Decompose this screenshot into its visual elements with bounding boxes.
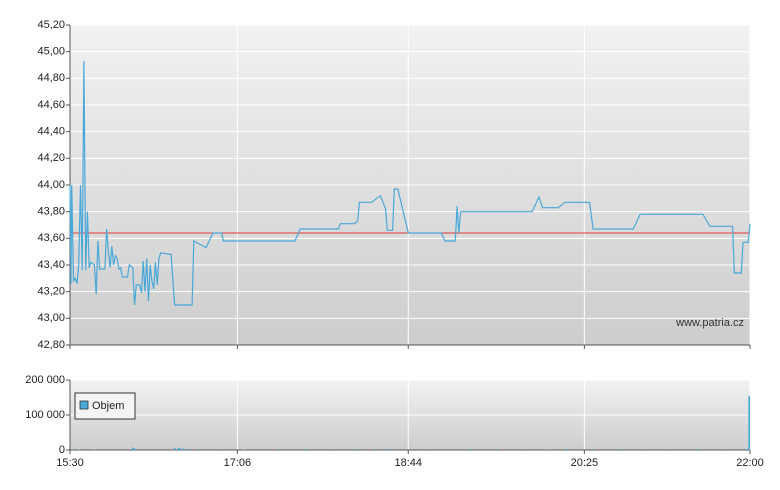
y-tick-label: 44,00 [37,179,65,191]
volume-bar [548,449,551,450]
x-tick-label: 17:06 [224,457,252,469]
y-tick-label: 0 [59,444,65,456]
y-tick-label: 44,60 [37,99,65,111]
volume-bar [386,448,389,450]
volume-bar [93,449,96,451]
volume-bar [182,448,185,450]
volume-bar [278,449,281,450]
volume-bar [723,449,725,450]
y-tick-label: 43,60 [37,232,65,244]
y-tick-label: 45,00 [37,46,65,58]
volume-bar [644,449,647,450]
volume-bar [426,449,429,450]
y-tick-label: 100 000 [25,409,65,421]
y-tick-label: 45,20 [37,19,65,31]
volume-bar [618,449,621,450]
volume-bar [304,449,307,450]
volume-bar [70,449,73,450]
volume-bar [390,449,392,450]
legend-label: Objem [92,400,124,412]
y-tick-label: 43,80 [37,206,65,218]
volume-bar [186,448,188,450]
volume-bar [356,449,359,450]
volume-bar [522,449,525,450]
volume-bar [131,447,134,450]
volume-bar [496,449,498,450]
volume-bar [173,447,176,450]
volume-bar [374,449,376,450]
y-tick-label: 200 000 [25,374,65,386]
volume-bar [198,449,200,450]
volume-bar [748,395,750,450]
volume-bar [592,449,594,450]
volume-bar [177,448,179,450]
x-tick-label: 15:30 [56,457,84,469]
x-tick-label: 18:44 [394,457,422,469]
watermark: www.patria.cz [675,317,744,329]
volume-bar [219,449,221,450]
volume-bar [330,449,333,450]
y-tick-label: 43,40 [37,259,65,271]
y-tick-label: 44,80 [37,72,65,84]
y-tick-label: 44,40 [37,126,65,138]
volume-bar [243,449,246,450]
price-line [69,60,751,306]
volume-bar [696,449,699,450]
volume-bar [133,448,136,450]
x-tick-label: 20:25 [571,457,599,469]
volume-bar [670,449,673,450]
y-tick-label: 43,00 [37,312,65,324]
volume-bar [745,448,748,450]
y-tick-label: 44,20 [37,152,65,164]
legend-swatch [79,400,89,410]
volume-bar [566,449,568,450]
x-tick-label: 22:00 [736,457,764,469]
y-tick-label: 42,80 [37,339,65,351]
volume-bar [77,449,80,450]
volume-bar [470,449,472,450]
volume-bar [179,447,181,450]
y-tick-label: 43,20 [37,286,65,298]
